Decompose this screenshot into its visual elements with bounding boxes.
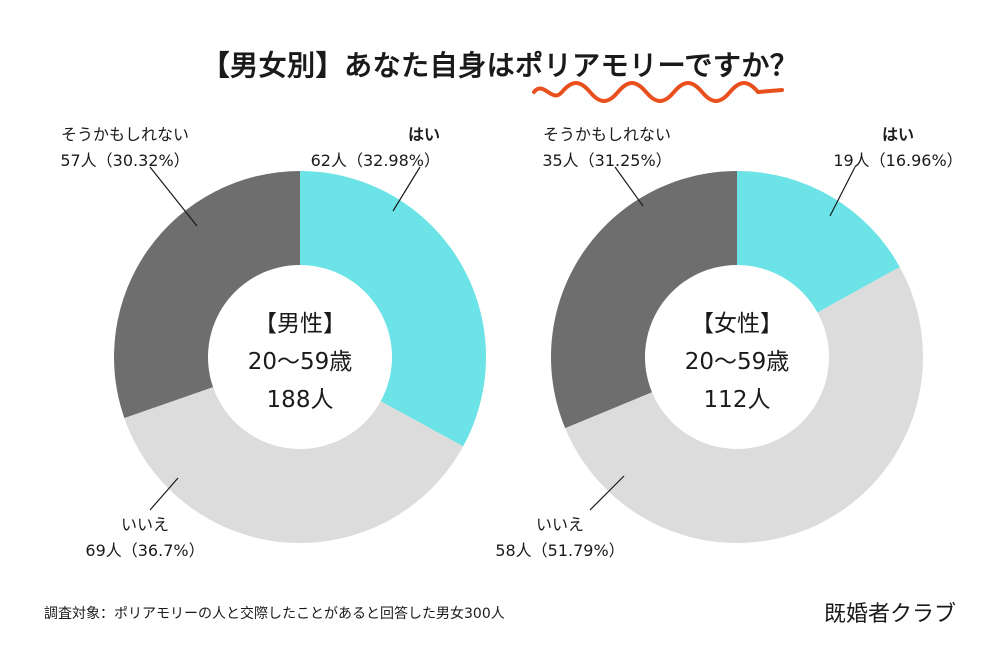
donut-0-slice-1-leader-line (149, 477, 179, 511)
donut-1-slice-1-count: 58人（51.79%） (495, 541, 624, 560)
donut-1-center-label-0: 【女性】 (691, 311, 783, 337)
donut-0-slice-2-count: 57人（30.32%） (60, 151, 189, 170)
donut-1-slice-1-label: いいえ (536, 515, 584, 534)
donut-1-slice-0-label: はい (882, 125, 914, 144)
donut-0-center-label-1: 20〜59歳 (248, 349, 353, 375)
donut-0-slice-1-label: いいえ (121, 515, 169, 534)
donut-0-center-label-2: 188人 (267, 387, 334, 413)
donut-1-slice-1 (565, 266, 923, 544)
donut-1-slice-0-leader-line (829, 166, 856, 217)
donut-0-slice-0 (300, 171, 486, 447)
donut-0-slice-1 (124, 387, 464, 543)
donut-0-slice-0-label: はい (408, 125, 440, 144)
donut-0-center-label-0: 【男性】 (254, 311, 346, 337)
donut-1-slice-2-leader-line (614, 166, 644, 207)
brand-name: 既婚者クラブ (823, 602, 956, 627)
title-underline-squiggle (532, 81, 784, 103)
chart-title: 【男女別】あなた自身はポリアモリーですか？ (201, 49, 799, 82)
donut-0-slice-0-count: 62人（32.98%） (311, 151, 440, 170)
donut-1-slice-0-count: 19人（16.96%） (833, 151, 962, 170)
donut-1-slice-0 (737, 171, 900, 313)
donut-0-slice-2 (113, 171, 301, 419)
donut-1-slice-2-count: 35人（31.25%） (542, 151, 671, 170)
donut-1-slice-1-leader-line (589, 475, 625, 511)
donut-0-slice-0-leader-line (392, 166, 421, 212)
donut-0-slice-2-label: そうかもしれない (61, 125, 189, 144)
donut-0-slice-1-count: 69人（36.7%） (85, 541, 204, 560)
donut-1-center-label-1: 20〜59歳 (685, 349, 790, 375)
survey-footnote: 調査対象：ポリアモリーの人と交際したことがあると回答した男女300人 (44, 606, 505, 622)
donut-1-center-label-2: 112人 (704, 387, 771, 413)
donut-1-slice-2 (551, 171, 737, 429)
donut-1-slice-2-label: そうかもしれない (543, 125, 671, 144)
donut-0-slice-2-leader-line (149, 166, 198, 227)
